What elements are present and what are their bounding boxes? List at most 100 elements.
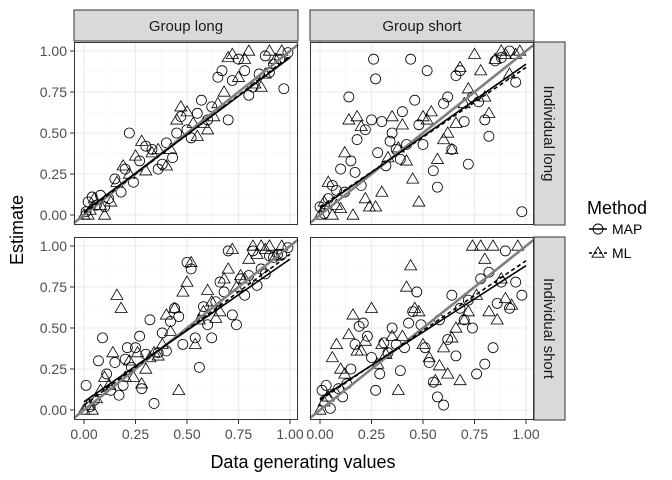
ml-point — [420, 113, 434, 125]
map-point — [152, 347, 164, 358]
map-point — [181, 256, 193, 268]
map-point — [366, 114, 377, 126]
map-point — [487, 342, 499, 354]
ml-point — [498, 47, 513, 59]
legend-keys: MAP ML — [588, 219, 642, 263]
ml-point — [432, 358, 447, 371]
ml-point — [473, 63, 488, 76]
ml-point — [225, 242, 240, 254]
map-point — [359, 124, 371, 136]
map-point — [276, 248, 288, 260]
map-point — [282, 242, 294, 254]
ml-point — [364, 301, 379, 313]
map-point — [320, 379, 332, 391]
map-point — [148, 398, 160, 409]
legend: Method MAP ML — [587, 198, 647, 263]
map-point — [109, 173, 121, 185]
map-point — [446, 289, 458, 301]
map-point — [384, 135, 396, 147]
map-point — [173, 311, 185, 322]
ml-point — [403, 258, 418, 271]
ml-point — [385, 329, 399, 341]
ml-point — [498, 291, 513, 304]
identity-line — [309, 43, 535, 224]
ml-point — [457, 313, 471, 325]
ml-point — [467, 47, 482, 59]
ml-point — [486, 239, 500, 251]
map-point — [119, 353, 131, 365]
map-point — [397, 106, 408, 118]
ml-point — [180, 104, 194, 117]
ml-point — [329, 337, 344, 349]
map-fit-line — [319, 63, 527, 210]
map-point — [510, 76, 522, 88]
ml-point — [494, 272, 508, 284]
ml-point — [469, 288, 484, 300]
row-strip — [533, 41, 566, 226]
y-axis-title: Estimate — [7, 195, 27, 265]
map-point — [80, 379, 92, 391]
x-tick-label: 1.00 — [512, 426, 539, 442]
legend-key-circle-marker — [592, 223, 604, 235]
map-point — [343, 91, 355, 103]
ml-point — [445, 142, 459, 154]
ml-point — [482, 304, 496, 317]
panel-border — [74, 237, 298, 420]
y-tick-label: 0.75 — [40, 84, 67, 100]
map-point — [282, 47, 294, 59]
map-point — [442, 334, 454, 345]
ml-point — [399, 280, 414, 292]
map-point — [177, 339, 189, 350]
ml-point — [221, 50, 235, 63]
ml-point — [145, 145, 159, 158]
map-point — [409, 94, 421, 106]
map-point — [239, 65, 251, 77]
map-point — [134, 155, 146, 167]
map-point — [233, 53, 244, 65]
ml-point — [180, 275, 194, 287]
map-point — [479, 358, 491, 370]
ml-point — [159, 308, 174, 320]
map-point — [105, 384, 117, 396]
map-point — [185, 263, 197, 275]
identity-line — [73, 43, 299, 224]
map-point — [446, 144, 458, 155]
ml-point — [354, 344, 368, 356]
map-point — [318, 207, 330, 219]
column-strip — [309, 9, 535, 42]
map-point — [427, 376, 439, 388]
map-point — [366, 352, 377, 363]
map-point — [483, 130, 495, 142]
panel-3 — [73, 237, 299, 420]
map-point — [189, 332, 201, 344]
ml-point — [430, 152, 445, 164]
ml-point — [358, 191, 373, 204]
row-strip-label: Individual long — [540, 86, 557, 182]
ml-point — [128, 149, 143, 161]
strips-layer: Group long Group short Individual long Indi… — [73, 9, 566, 421]
map-point — [458, 314, 470, 326]
ml-point — [172, 383, 186, 395]
map-point — [491, 298, 503, 309]
map-point — [193, 361, 205, 373]
ml-point — [110, 288, 124, 300]
ml-point — [490, 313, 504, 325]
map-fit-line — [83, 56, 291, 213]
map-point — [222, 245, 234, 257]
identity-line — [73, 238, 299, 419]
map-point — [140, 140, 152, 152]
map-point — [259, 50, 271, 62]
map-point — [136, 383, 148, 395]
map-point — [516, 206, 528, 218]
ml-point — [231, 70, 246, 82]
map-point — [386, 322, 398, 334]
map-point — [130, 342, 141, 354]
map-point — [144, 314, 156, 326]
x-tick-label: 0.25 — [122, 426, 149, 442]
map-point — [405, 53, 417, 65]
ml-point — [412, 195, 426, 207]
ml-point — [205, 294, 219, 307]
ticks-layer: 0.000.250.500.751.000.000.250.500.751.00… — [40, 43, 540, 442]
map-point — [438, 98, 450, 109]
ml-point — [139, 362, 153, 374]
